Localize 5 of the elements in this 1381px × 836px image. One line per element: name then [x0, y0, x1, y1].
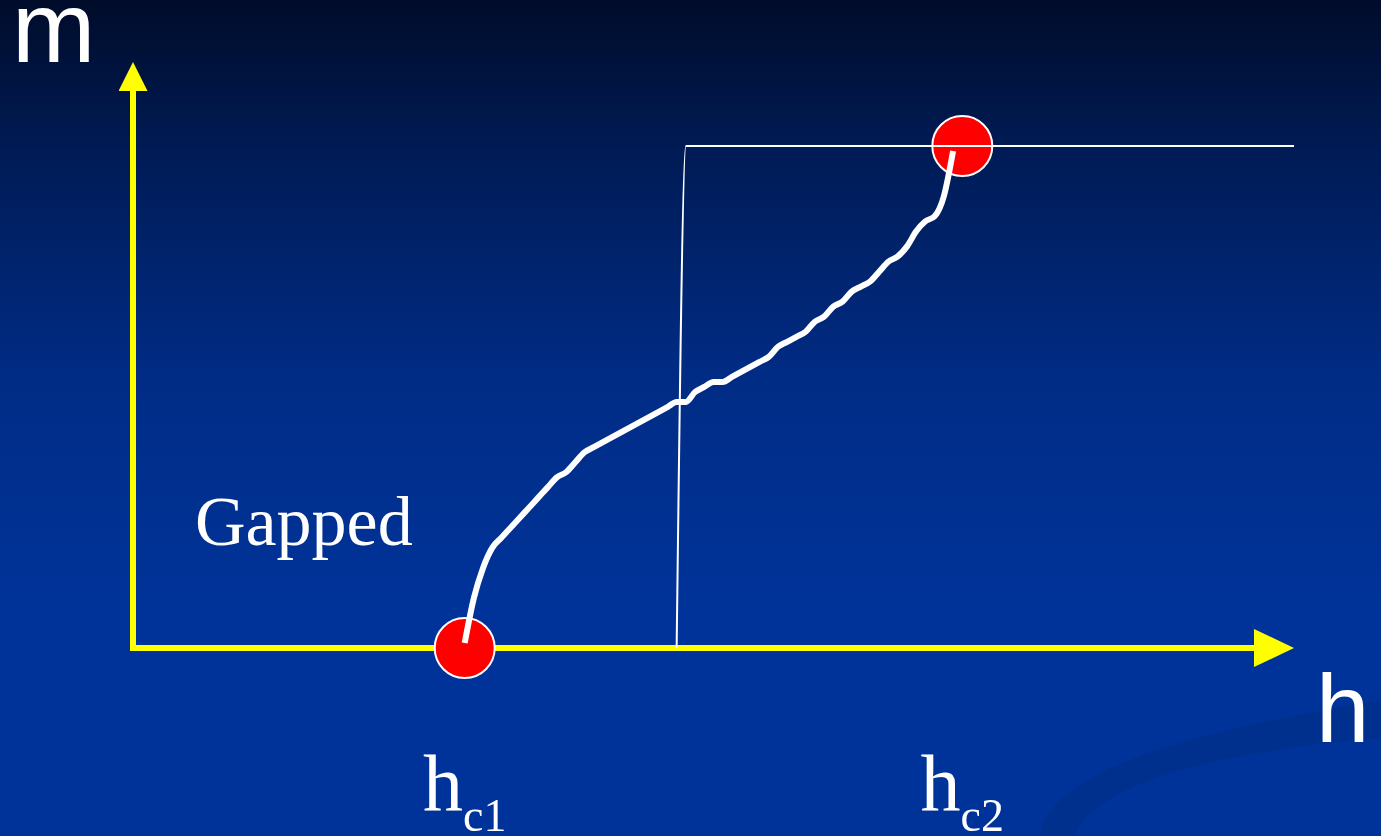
x-axis-title: h — [1316, 655, 1370, 762]
x-tick-label: h$_{c2}$ — [920, 739, 1004, 836]
y-axis-title: m — [12, 0, 96, 83]
series-label: Gapped — [195, 483, 413, 560]
x-tick-label: h$_{c1}$ — [423, 739, 507, 836]
